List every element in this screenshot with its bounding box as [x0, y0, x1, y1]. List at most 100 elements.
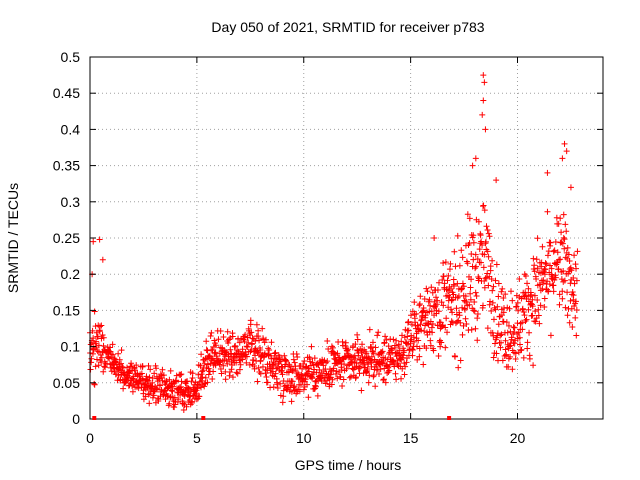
- data-point: [296, 388, 303, 395]
- data-point: [377, 366, 384, 373]
- data-point: [476, 246, 483, 253]
- data-point: [273, 355, 280, 362]
- data-point: [157, 371, 164, 378]
- data-point: [169, 383, 176, 390]
- data-point: [524, 345, 531, 352]
- data-point: [325, 345, 332, 352]
- data-point: [203, 338, 210, 345]
- data-point: [251, 365, 258, 372]
- data-point: [211, 337, 218, 344]
- data-point: [479, 111, 486, 118]
- data-point: [421, 328, 428, 335]
- data-point: [517, 341, 524, 348]
- data-point: [167, 384, 174, 391]
- data-point: [479, 242, 486, 249]
- data-point: [154, 386, 161, 393]
- data-point: [411, 338, 418, 345]
- data-point: [533, 276, 540, 283]
- data-point: [416, 302, 423, 309]
- data-point: [493, 261, 500, 268]
- data-point: [324, 337, 331, 344]
- data-point: [218, 370, 225, 377]
- data-point: [550, 248, 557, 255]
- data-point: [171, 404, 178, 411]
- data-point: [376, 370, 383, 377]
- data-point: [464, 260, 471, 267]
- data-point: [92, 363, 99, 370]
- data-point: [411, 299, 418, 306]
- data-point: [486, 233, 493, 240]
- data-point: [534, 265, 541, 272]
- data-point: [205, 371, 212, 378]
- data-point: [89, 346, 96, 353]
- data-point: [466, 301, 473, 308]
- data-point: [91, 380, 98, 387]
- data-point: [533, 256, 540, 263]
- data-point: [461, 306, 468, 313]
- data-point: [177, 371, 184, 378]
- data-point: [250, 357, 257, 364]
- y-tick-label: 0: [72, 411, 80, 427]
- data-point: [561, 245, 568, 252]
- data-point: [233, 359, 240, 366]
- data-point: [557, 215, 564, 222]
- data-point: [100, 342, 107, 349]
- data-point: [527, 293, 534, 300]
- data-point: [481, 278, 488, 285]
- data-point: [372, 344, 379, 351]
- data-point: [564, 244, 571, 251]
- data-point: [452, 353, 459, 360]
- data-point: [88, 355, 95, 362]
- data-point: [518, 346, 525, 353]
- data-point: [563, 228, 570, 235]
- data-point: [159, 366, 166, 373]
- data-point: [150, 388, 157, 395]
- data-point: [304, 381, 311, 388]
- data-point: [281, 352, 288, 359]
- data-point: [305, 394, 312, 401]
- data-point: [534, 296, 541, 303]
- data-point: [297, 381, 304, 388]
- data-point: [96, 236, 103, 243]
- data-point: [559, 155, 566, 162]
- data-point: [529, 303, 536, 310]
- data-point: [489, 287, 496, 294]
- data-point: [457, 319, 464, 326]
- data-point: [96, 323, 103, 330]
- data-point: [480, 302, 487, 309]
- data-point: [481, 79, 488, 86]
- data-point: [546, 281, 553, 288]
- data-point: [569, 324, 576, 331]
- data-point: [274, 381, 281, 388]
- data-point: [93, 356, 100, 363]
- data-point: [469, 162, 476, 169]
- data-point: [503, 351, 510, 358]
- data-point: [413, 310, 420, 317]
- data-point: [472, 289, 479, 296]
- data-point: [498, 339, 505, 346]
- data-point: [559, 295, 566, 302]
- data-point: [346, 374, 353, 381]
- data-point: [382, 379, 389, 386]
- data-point: [212, 362, 219, 369]
- data-point: [332, 371, 339, 378]
- data-point: [233, 369, 240, 376]
- data-point: [458, 286, 465, 293]
- data-point: [438, 339, 445, 346]
- data-point: [272, 370, 279, 377]
- data-point: [429, 320, 436, 327]
- data-point: [535, 312, 542, 319]
- data-point: [480, 72, 487, 79]
- data-point: [255, 327, 262, 334]
- data-point: [520, 309, 527, 316]
- data-point: [369, 339, 376, 346]
- y-tick-label: 0.05: [53, 375, 80, 391]
- data-point: [564, 289, 571, 296]
- data-point: [570, 275, 577, 282]
- data-point: [416, 300, 423, 307]
- data-point: [248, 329, 255, 336]
- data-point: [314, 360, 321, 367]
- x-tick-label: 20: [510, 430, 526, 446]
- data-point: [334, 350, 341, 357]
